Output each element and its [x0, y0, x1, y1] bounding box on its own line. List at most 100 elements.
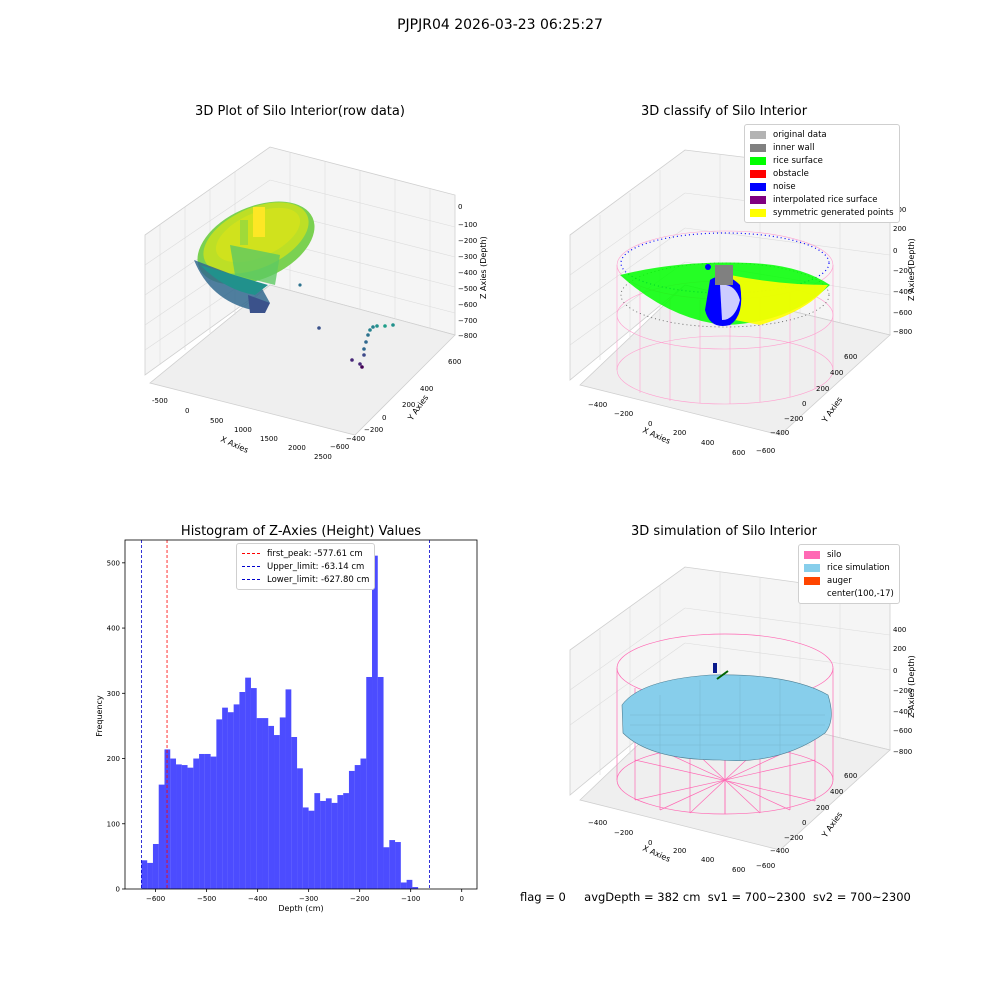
y-tick: −200 — [784, 834, 803, 842]
status-line: flag = 0 avgDepth = 382 cm sv1 = 700~230… — [520, 890, 911, 904]
x-ticks: −600 −500 −400 −300 −200 −100 0 — [146, 889, 464, 903]
histogram-bar — [262, 718, 269, 889]
y-tick: −400 — [770, 847, 789, 855]
x-tick: 600 — [732, 449, 745, 457]
classify-legend: original data inner wall rice surface obsta… — [744, 124, 900, 223]
legend-label: Upper_limit: -63.14 cm — [267, 561, 365, 572]
legend-item: silo — [804, 548, 894, 561]
legend-swatch — [750, 130, 766, 139]
legend-swatch — [750, 182, 766, 191]
legend-swatch — [804, 590, 820, 598]
z-tick: 200 — [893, 225, 906, 233]
x-axis-label: Depth (cm) — [278, 904, 323, 913]
x-tick-label: −300 — [299, 895, 318, 903]
z-tick: −200 — [893, 687, 912, 695]
legend-label: symmetric generated points — [773, 207, 894, 218]
y-tick: 600 — [844, 772, 857, 780]
histogram-bar — [412, 887, 419, 889]
histogram-bar — [141, 860, 148, 889]
legend-item: rice simulation — [804, 561, 894, 574]
legend-label: interpolated rice surface — [773, 194, 878, 205]
x-tick: 2000 — [288, 444, 306, 452]
y-tick: 400 — [420, 385, 433, 393]
x-tick: 600 — [732, 866, 745, 874]
legend-label: center(100,-17) — [827, 588, 894, 599]
histogram-bar — [176, 764, 182, 889]
x-tick: −200 — [614, 410, 633, 418]
histogram-bar — [325, 798, 332, 889]
legend-item: first_peak: -577.61 cm — [242, 547, 369, 560]
auger-marker — [713, 663, 717, 673]
histogram-bar — [250, 688, 257, 889]
x-tick-label: −400 — [248, 895, 267, 903]
histogram-bar — [233, 704, 240, 889]
histogram-bar — [274, 735, 280, 889]
plot-frame — [124, 539, 478, 890]
z-tick: −700 — [458, 317, 477, 325]
y-tick: 0 — [802, 400, 806, 408]
histogram-bar — [406, 879, 413, 889]
z-tick: −800 — [893, 748, 912, 756]
legend-item: symmetric generated points — [750, 206, 894, 219]
x-tick: 400 — [701, 856, 714, 864]
y-axis-label: Frequency — [95, 695, 104, 737]
z-tick: −600 — [893, 309, 912, 317]
y-tick-label: 100 — [107, 820, 120, 828]
z-tick: 0 — [893, 667, 897, 675]
x-axis-label: X Axies — [219, 435, 250, 455]
x-axis-label: X Axies — [641, 426, 672, 446]
figure-title: PJPJR04 2026-03-23 06:25:27 — [397, 17, 603, 33]
x-tick: 2500 — [314, 453, 332, 461]
y-tick: 200 — [816, 385, 829, 393]
histogram-bar — [152, 843, 159, 889]
x-tick: -500 — [152, 397, 168, 405]
z-tick: 400 — [893, 206, 906, 214]
legend-item: original data — [750, 128, 894, 141]
x-tick: 200 — [673, 429, 686, 437]
z-tick: 0 — [458, 203, 462, 211]
legend-label: noise — [773, 181, 796, 192]
histogram-bar — [389, 840, 396, 889]
histogram-bar — [199, 753, 205, 889]
z-tick: 400 — [893, 626, 906, 634]
histogram-bar — [204, 753, 211, 889]
x-axis-label: X Axies — [641, 844, 672, 864]
legend-item: noise — [750, 180, 894, 193]
histogram-bar — [158, 784, 165, 889]
x-tick: 0 — [648, 420, 652, 428]
histogram-bar — [400, 882, 407, 889]
histogram-bar — [285, 689, 292, 889]
panel-title-simulation: 3D simulation of Silo Interior — [631, 524, 817, 539]
x-tick: 200 — [673, 847, 686, 855]
histogram-bar — [187, 767, 194, 889]
legend-label: rice simulation — [827, 562, 890, 573]
histogram-bar — [181, 765, 188, 889]
x-tick-label: −600 — [146, 895, 165, 903]
center-arrow — [716, 670, 729, 680]
y-tick-label: 300 — [107, 690, 120, 698]
y-tick: −600 — [330, 443, 349, 451]
y-axis-label: Y Axies — [820, 395, 845, 425]
legend-item: inner wall — [750, 141, 894, 154]
x-tick-label: −500 — [197, 895, 216, 903]
histogram-bars — [141, 555, 419, 889]
y-tick: 400 — [830, 788, 843, 796]
x-tick: 500 — [210, 417, 223, 425]
y-tick: 0 — [382, 414, 386, 422]
x-tick: 0 — [648, 839, 652, 847]
histogram-bar — [291, 737, 298, 889]
z-tick: −800 — [458, 332, 477, 340]
simulation-legend: silo rice simulation auger center(100,-17) — [798, 544, 900, 604]
rice-simulation — [621, 674, 832, 761]
y-tick: 200 — [402, 401, 415, 409]
legend-item: interpolated rice surface — [750, 193, 894, 206]
legend-label: original data — [773, 129, 827, 140]
y-tick-label: 500 — [107, 559, 120, 567]
z-tick: −500 — [458, 285, 477, 293]
legend-swatch — [804, 576, 820, 585]
legend-label: rice surface — [773, 155, 823, 166]
z-tick: −400 — [458, 269, 477, 277]
histogram-title: Histogram of Z-Axies (Height) Values — [180, 524, 422, 539]
legend-swatch — [750, 195, 766, 204]
legend-swatch — [750, 143, 766, 152]
